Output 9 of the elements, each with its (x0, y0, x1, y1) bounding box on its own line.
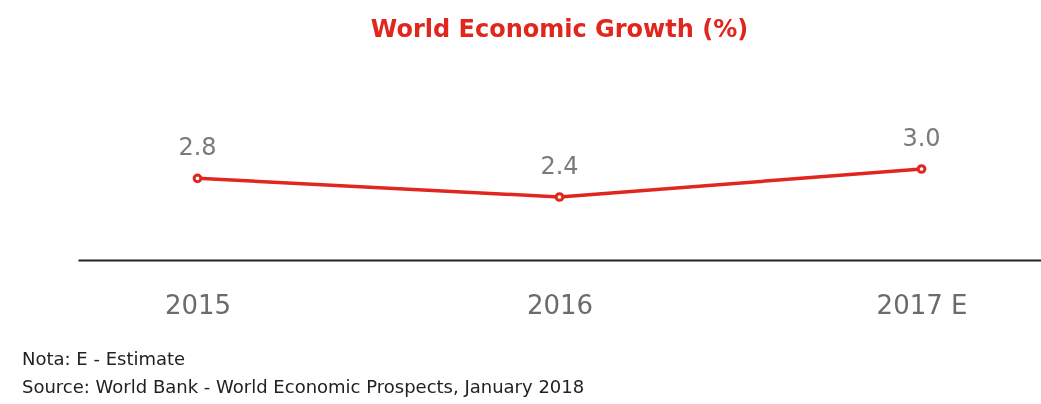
data-label: 2.8 (178, 133, 217, 162)
chart-title: World Economic Growth (%) (370, 15, 749, 43)
data-label: 2.4 (540, 152, 579, 180)
x-tick-label: 2017 E (876, 289, 968, 320)
data-label: 3.0 (902, 124, 941, 152)
x-tick-label: 2016 (526, 289, 594, 320)
source-note: Source: World Bank - World Economic Prospects, January 2018 (22, 376, 585, 397)
text: Nota: E - Estimate (22, 348, 186, 369)
x-tick-label: 2015 (164, 289, 232, 320)
